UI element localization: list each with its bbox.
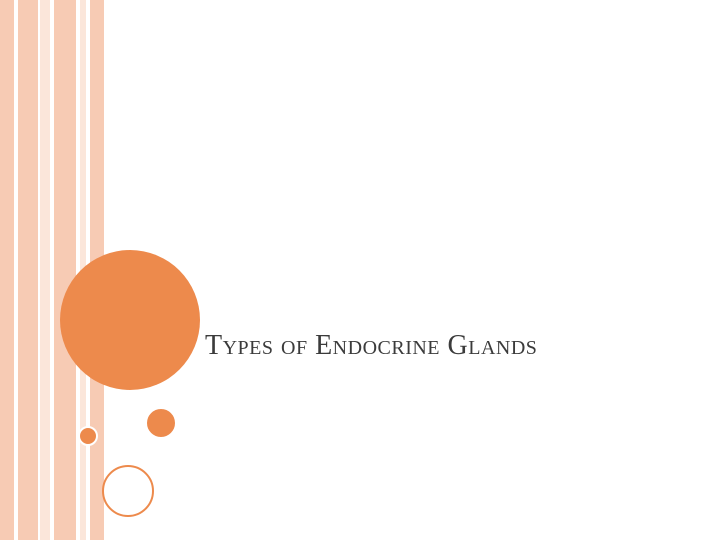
stripe [18, 0, 38, 540]
decorative-circle [78, 426, 98, 446]
stripe [40, 0, 50, 540]
slide-title: Types of Endocrine Glands [205, 330, 537, 362]
decorative-circle [102, 465, 154, 517]
decorative-circle [60, 250, 200, 390]
stripe [54, 0, 76, 540]
decorative-circle [145, 407, 177, 439]
stripe [0, 0, 14, 540]
